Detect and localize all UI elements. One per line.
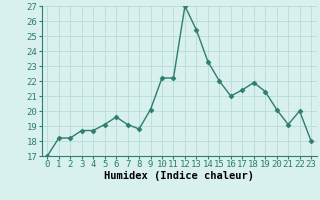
X-axis label: Humidex (Indice chaleur): Humidex (Indice chaleur) bbox=[104, 171, 254, 181]
